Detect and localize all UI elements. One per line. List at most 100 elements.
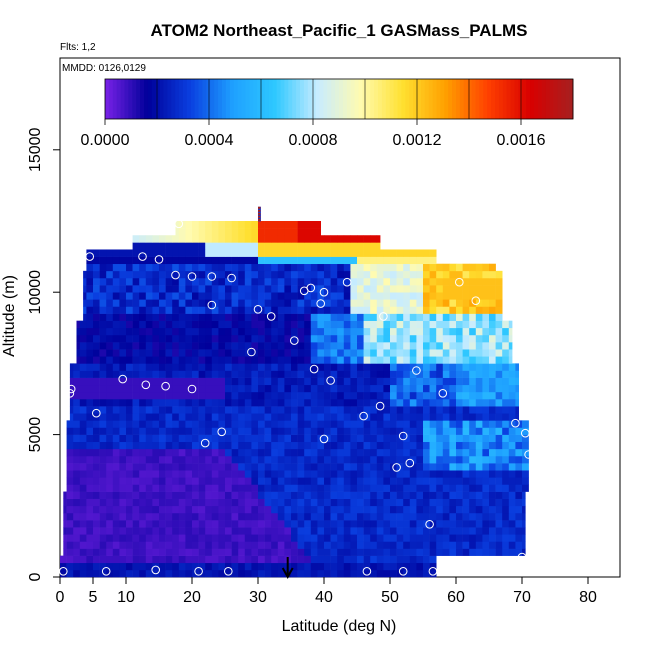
heatmap-cell: [304, 235, 312, 243]
heatmap-cell: [284, 520, 292, 528]
heatmap-cell: [324, 470, 331, 478]
heatmap-cell: [119, 334, 127, 343]
heatmap-cell: [449, 370, 457, 378]
heatmap-cell: [370, 277, 378, 286]
colorbar-swatch: [206, 79, 211, 119]
heatmap-cell: [423, 413, 430, 421]
heatmap-cell: [350, 299, 358, 307]
heatmap-cell: [416, 512, 424, 521]
heatmap-cell: [383, 391, 391, 400]
heatmap-cell: [297, 491, 305, 499]
heatmap-cell: [198, 491, 206, 499]
heatmap-cell: [436, 548, 444, 556]
heatmap-cell: [145, 320, 153, 329]
heatmap-cell: [291, 527, 298, 535]
heatmap-cell: [225, 327, 232, 336]
heatmap-cell: [76, 320, 81, 329]
heatmap-cell: [489, 498, 496, 507]
heatmap-cell: [271, 505, 279, 514]
heatmap-cell: [119, 505, 127, 514]
heatmap-cell: [271, 406, 279, 414]
heatmap-cell: [277, 534, 285, 542]
heatmap-cell: [284, 313, 292, 321]
heatmap-cell: [244, 562, 252, 571]
heatmap-cell: [185, 363, 193, 371]
heatmap-cell: [429, 342, 437, 350]
heatmap-cell: [251, 256, 259, 265]
heatmap-cell: [396, 391, 404, 400]
heatmap-cell: [284, 427, 292, 435]
heatmap-cell: [238, 313, 246, 321]
heatmap-cell: [343, 334, 351, 343]
heatmap-cell: [409, 377, 417, 386]
heatmap-cell: [304, 520, 312, 528]
heatmap-cell: [126, 555, 133, 564]
heatmap-cell: [251, 399, 259, 407]
heatmap-cell: [409, 391, 417, 400]
heatmap-cell: [304, 463, 312, 471]
heatmap-cell: [357, 299, 364, 307]
heatmap-cell: [165, 256, 173, 265]
heatmap-cell: [231, 569, 239, 578]
heatmap-cell: [383, 455, 391, 464]
colorbar-swatch: [385, 79, 391, 119]
heatmap-cell: [363, 548, 371, 556]
heatmap-cell: [139, 377, 147, 386]
heatmap-cell: [515, 477, 523, 485]
heatmap-cell: [343, 270, 351, 279]
heatmap-cell: [376, 434, 384, 443]
heatmap-cell: [198, 277, 206, 286]
heatmap-cell: [469, 342, 477, 350]
heatmap-cell: [192, 491, 199, 499]
heatmap-cell: [271, 263, 279, 272]
heatmap-cell: [185, 555, 193, 564]
colorbar-swatch: [323, 79, 328, 119]
colorbar-swatch: [370, 79, 375, 119]
heatmap-cell: [251, 342, 259, 350]
colorbar-swatch: [381, 79, 387, 119]
heatmap-cell: [218, 441, 226, 450]
heatmap-cell: [79, 434, 87, 443]
heatmap-cell: [145, 463, 153, 471]
heatmap-cell: [423, 562, 430, 571]
heatmap-cell: [403, 342, 411, 350]
heatmap-cell: [258, 484, 265, 492]
heatmap-cell: [145, 569, 153, 578]
heatmap-cell: [86, 448, 94, 457]
heatmap-cell: [132, 306, 140, 314]
heatmap-cell: [119, 327, 127, 336]
heatmap-cell: [238, 384, 246, 393]
heatmap-cell: [225, 527, 232, 535]
heatmap-cell: [159, 512, 166, 521]
heatmap-cell: [66, 520, 74, 528]
heatmap-cell: [192, 263, 199, 272]
heatmap-cell: [185, 235, 193, 243]
heatmap-cell: [416, 520, 424, 528]
heatmap-cell: [449, 270, 457, 279]
heatmap-cell: [469, 399, 477, 407]
heatmap-cell: [449, 541, 457, 549]
heatmap-cell: [172, 377, 180, 386]
heatmap-cell: [363, 370, 371, 378]
heatmap-cell: [310, 349, 318, 357]
heatmap-cell: [218, 420, 226, 428]
heatmap-cell: [370, 463, 378, 471]
heatmap-cell: [185, 342, 193, 350]
heatmap-cell: [297, 555, 305, 564]
heatmap-cell: [482, 327, 490, 336]
heatmap-cell: [205, 484, 213, 492]
heatmap-cell: [416, 548, 424, 556]
heatmap-cell: [284, 420, 292, 428]
heatmap-cell: [178, 228, 186, 236]
heatmap-cell: [495, 270, 503, 279]
heatmap-cell: [271, 377, 279, 386]
heatmap-cell: [469, 463, 477, 471]
heatmap-cell: [436, 277, 444, 286]
heatmap-cell: [482, 363, 490, 371]
heatmap-cell: [211, 320, 219, 329]
heatmap-cell: [429, 370, 437, 378]
heatmap-cell: [277, 463, 285, 471]
heatmap-cell: [376, 327, 384, 336]
heatmap-cell: [330, 512, 338, 521]
heatmap-cell: [508, 413, 516, 421]
